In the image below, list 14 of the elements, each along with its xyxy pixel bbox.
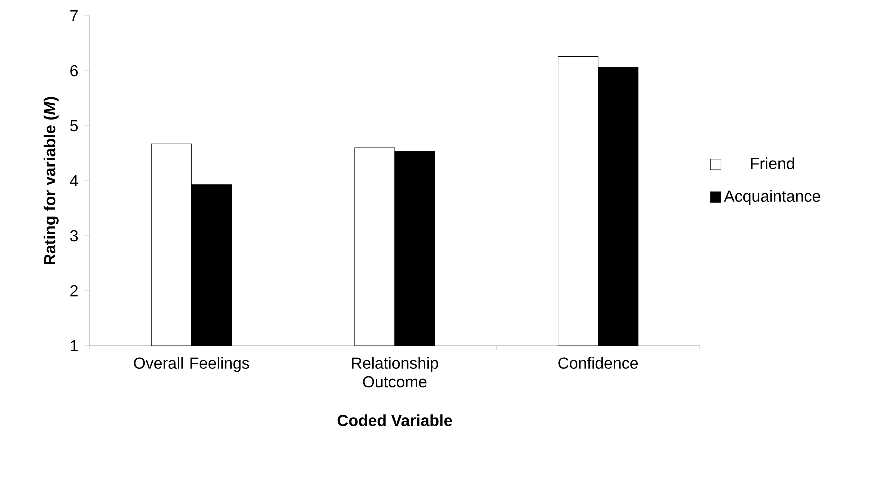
x-axis-title: Coded Variable bbox=[338, 414, 452, 426]
y-tick-label: 7 bbox=[70, 10, 78, 22]
y-tick-label: 3 bbox=[70, 230, 78, 242]
y-tick-label: 4 bbox=[70, 176, 78, 186]
x-tick-label: Confidence bbox=[558, 357, 638, 370]
y-tick-label: 1 bbox=[71, 340, 78, 352]
y-tick-label: 6 bbox=[70, 65, 78, 77]
y-tick-label: 5 bbox=[70, 120, 78, 132]
x-tick-label: Overall Feelings bbox=[134, 357, 250, 372]
x-tick-label: Relationship Outcome bbox=[352, 357, 438, 388]
legend-label: Acquaintance bbox=[724, 190, 820, 206]
y-tick-label: 2 bbox=[70, 285, 78, 297]
y-axis-title: Rating for variable (M) bbox=[44, 97, 59, 265]
legend-label: Friend bbox=[751, 158, 794, 170]
